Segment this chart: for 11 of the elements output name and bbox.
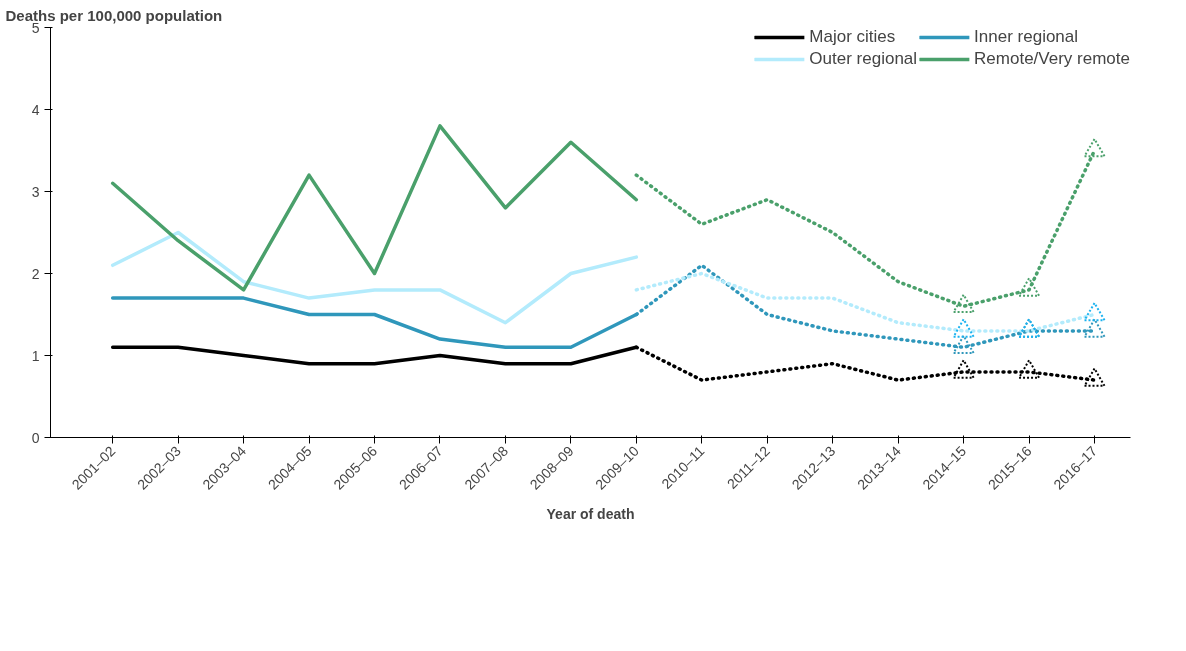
y-axis-title: Deaths per 100,000 population bbox=[5, 6, 223, 24]
legend-label: Major cities bbox=[809, 27, 896, 47]
y-tick-label: 0 bbox=[31, 429, 40, 446]
x-axis-title: Year of death bbox=[546, 506, 635, 523]
y-tick-label: 2 bbox=[31, 265, 40, 282]
y-tick-label: 3 bbox=[31, 183, 40, 200]
y-tick-label: 1 bbox=[31, 347, 40, 364]
legend-label: Remote/Very remote bbox=[974, 49, 1130, 69]
legend-label: Inner regional bbox=[974, 27, 1079, 47]
y-tick-label: 4 bbox=[31, 101, 40, 118]
legend-label: Outer regional bbox=[809, 49, 918, 69]
